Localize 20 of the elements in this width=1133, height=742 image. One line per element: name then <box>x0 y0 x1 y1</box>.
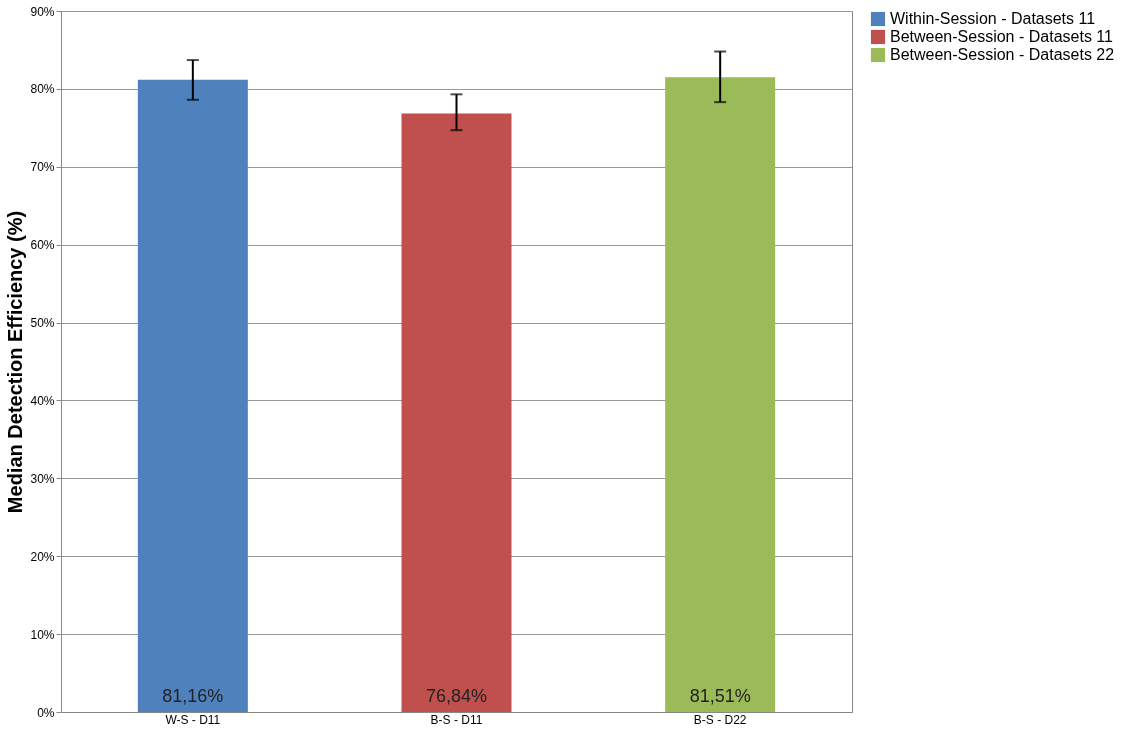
y-tick-label: 60% <box>30 238 55 253</box>
data-label: 81,51% <box>689 686 751 706</box>
y-tick-label: 40% <box>30 393 55 408</box>
y-tick-label: 70% <box>30 160 55 175</box>
y-tick-label: 0% <box>37 705 55 720</box>
y-axis-title: Median Detection Efficiency (%) <box>4 210 27 514</box>
y-tick-label: 80% <box>30 82 55 97</box>
legend-label: Within-Session - Datasets 11 <box>890 10 1096 27</box>
y-tick-label: 50% <box>30 316 55 331</box>
legend-label: Between-Session - Datasets 11 <box>890 28 1114 45</box>
y-tick-label: 90% <box>30 4 55 19</box>
data-label: 76,84% <box>425 686 488 706</box>
x-tick-label: B-S - D11 <box>430 712 483 727</box>
x-tick-label: W-S - D11 <box>165 712 221 727</box>
data-label: 81,16% <box>162 686 224 706</box>
x-tick-label: B-S - D22 <box>693 712 747 727</box>
y-tick-label: 30% <box>30 471 55 486</box>
y-tick-label: 20% <box>30 549 55 564</box>
y-tick-label: 10% <box>30 627 55 642</box>
legend-label: Between-Session - Datasets 22 <box>890 46 1115 63</box>
